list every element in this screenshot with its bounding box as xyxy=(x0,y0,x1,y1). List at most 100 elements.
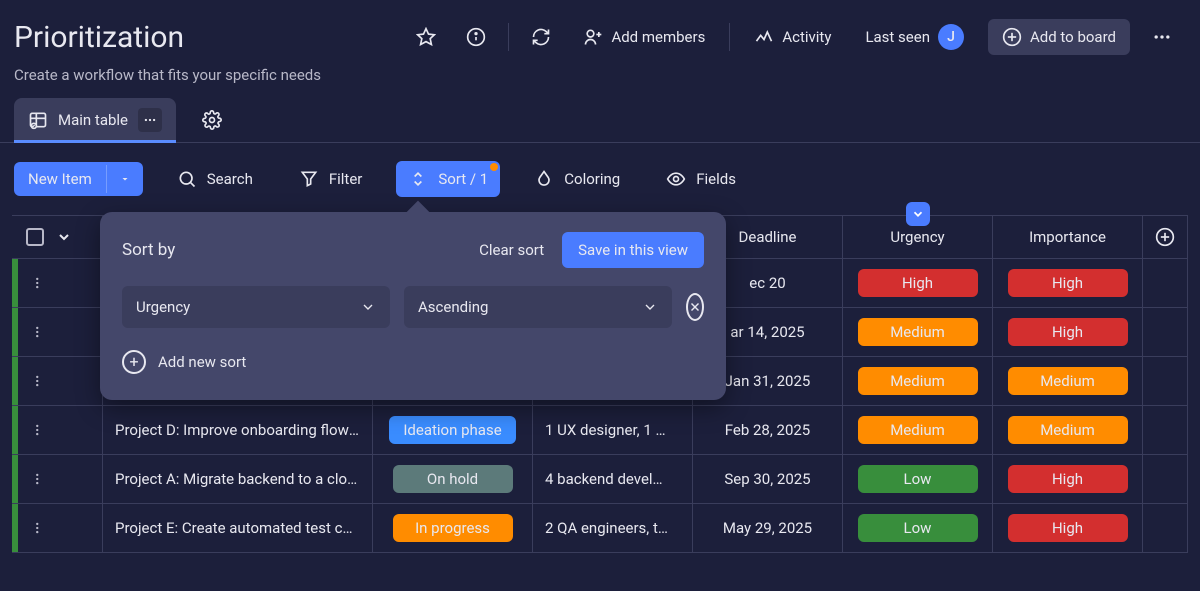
last-seen[interactable]: Last seen J xyxy=(855,18,974,56)
table-icon xyxy=(28,110,48,130)
tab-main-label: Main table xyxy=(58,111,128,129)
sort-label: Sort / 1 xyxy=(438,170,488,188)
droplet-icon xyxy=(534,169,554,189)
row-drag-handle[interactable] xyxy=(12,504,102,552)
cell-importance[interactable]: High xyxy=(992,455,1142,503)
select-all-header[interactable] xyxy=(12,216,102,258)
table-row[interactable]: Project A: Migrate backend to a cloud-na… xyxy=(12,455,1188,504)
cell-urgency[interactable]: Medium xyxy=(842,357,992,405)
chevron-down-icon xyxy=(642,299,658,315)
add-sort-label: Add new sort xyxy=(158,353,246,371)
row-drag-handle[interactable] xyxy=(12,357,102,405)
sort-rule-row: Urgency Ascending xyxy=(122,286,704,328)
page-header: Prioritization Add members Activity Last… xyxy=(0,0,1200,56)
sort-field-select[interactable]: Urgency xyxy=(122,286,390,328)
table-row[interactable]: Project D: Improve onboarding flow for n… xyxy=(12,406,1188,455)
tab-more-button[interactable] xyxy=(138,108,162,132)
sort-button[interactable]: Sort / 1 xyxy=(396,161,500,197)
page-title: Prioritization xyxy=(14,20,184,55)
cell-urgency[interactable]: High xyxy=(842,259,992,307)
add-column-button[interactable] xyxy=(1142,216,1188,258)
cell-urgency[interactable]: Medium xyxy=(842,406,992,454)
row-drag-handle[interactable] xyxy=(12,259,102,307)
chevron-down-icon[interactable] xyxy=(56,229,72,245)
cell-team[interactable]: 1 UX designer, 1 … xyxy=(532,406,692,454)
search-icon xyxy=(177,169,197,189)
more-button[interactable] xyxy=(1144,19,1180,55)
refresh-icon xyxy=(531,27,551,47)
view-tabs: Main table xyxy=(0,84,1200,143)
cell-importance[interactable]: High xyxy=(992,259,1142,307)
cell-urgency[interactable]: Medium xyxy=(842,308,992,356)
row-drag-handle[interactable] xyxy=(12,455,102,503)
coloring-button[interactable]: Coloring xyxy=(522,161,632,197)
last-seen-label: Last seen xyxy=(865,28,930,46)
more-horizontal-icon xyxy=(143,113,157,127)
add-sort-button[interactable]: + Add new sort xyxy=(122,344,704,380)
add-members-label: Add members xyxy=(611,28,705,46)
table-row[interactable]: Project E: Create automated test cases f… xyxy=(12,504,1188,553)
column-urgency[interactable]: Urgency xyxy=(842,216,992,258)
row-drag-handle[interactable] xyxy=(12,308,102,356)
cell-empty xyxy=(1142,406,1188,454)
avatar: J xyxy=(938,24,964,50)
sort-direction-select[interactable]: Ascending xyxy=(404,286,672,328)
clear-sort-button[interactable]: Clear sort xyxy=(479,241,544,259)
filter-label: Filter xyxy=(329,170,363,188)
settings-button[interactable] xyxy=(194,102,230,138)
cell-name[interactable]: Project E: Create automated test cases f… xyxy=(102,504,372,552)
popover-header: Sort by Clear sort Save in this view xyxy=(122,232,704,268)
cell-urgency[interactable]: Low xyxy=(842,504,992,552)
activity-button[interactable]: Activity xyxy=(744,21,841,53)
sort-direction-value: Ascending xyxy=(418,298,488,316)
checkbox-icon[interactable] xyxy=(26,228,44,246)
cell-status[interactable]: On hold xyxy=(372,455,532,503)
popover-title: Sort by xyxy=(122,240,461,260)
drag-icon xyxy=(32,275,46,291)
tab-main-table[interactable]: Main table xyxy=(14,98,176,142)
drag-icon xyxy=(32,471,46,487)
refresh-button[interactable] xyxy=(523,19,559,55)
cell-deadline[interactable]: May 29, 2025 xyxy=(692,504,842,552)
sort-icon xyxy=(408,169,428,189)
cell-urgency[interactable]: Low xyxy=(842,455,992,503)
info-button[interactable] xyxy=(458,19,494,55)
row-drag-handle[interactable] xyxy=(12,406,102,454)
add-members-button[interactable]: Add members xyxy=(573,21,715,53)
column-urgency-label: Urgency xyxy=(890,228,944,246)
cell-deadline[interactable]: Sep 30, 2025 xyxy=(692,455,842,503)
favorite-button[interactable] xyxy=(408,19,444,55)
column-importance[interactable]: Importance xyxy=(992,216,1142,258)
cell-status[interactable]: Ideation phase xyxy=(372,406,532,454)
cell-importance[interactable]: Medium xyxy=(992,406,1142,454)
remove-sort-button[interactable] xyxy=(686,293,704,321)
cell-importance[interactable]: High xyxy=(992,308,1142,356)
cell-deadline[interactable]: Feb 28, 2025 xyxy=(692,406,842,454)
cell-team[interactable]: 2 QA engineers, t… xyxy=(532,504,692,552)
header-divider xyxy=(508,23,509,51)
cell-team[interactable]: 4 backend devel… xyxy=(532,455,692,503)
save-view-button[interactable]: Save in this view xyxy=(562,232,704,268)
cell-name[interactable]: Project D: Improve onboarding flow for n… xyxy=(102,406,372,454)
plus-circle-icon xyxy=(1155,226,1175,248)
cell-importance[interactable]: Medium xyxy=(992,357,1142,405)
cell-empty xyxy=(1142,259,1188,307)
sort-popover: Sort by Clear sort Save in this view Urg… xyxy=(100,212,726,400)
cell-status[interactable]: In progress xyxy=(372,504,532,552)
header-divider xyxy=(729,23,730,51)
add-to-board-label: Add to board xyxy=(1030,28,1116,46)
cell-importance[interactable]: High xyxy=(992,504,1142,552)
gear-icon xyxy=(202,110,222,130)
search-label: Search xyxy=(207,170,253,188)
sort-field-value: Urgency xyxy=(136,298,190,316)
cell-name[interactable]: Project A: Migrate backend to a cloud-na… xyxy=(102,455,372,503)
new-item-dropdown[interactable] xyxy=(106,165,143,193)
add-to-board-button[interactable]: Add to board xyxy=(988,19,1130,55)
fields-button[interactable]: Fields xyxy=(654,161,748,197)
sort-indicator[interactable] xyxy=(906,202,930,226)
cell-empty xyxy=(1142,308,1188,356)
info-icon xyxy=(466,27,486,47)
filter-button[interactable]: Filter xyxy=(287,161,375,197)
search-button[interactable]: Search xyxy=(165,161,265,197)
new-item-button[interactable]: New Item xyxy=(14,162,143,196)
